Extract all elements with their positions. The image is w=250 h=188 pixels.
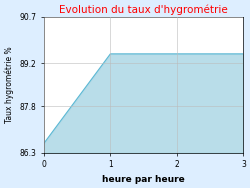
X-axis label: heure par heure: heure par heure xyxy=(102,175,185,184)
Y-axis label: Taux hygrométrie %: Taux hygrométrie % xyxy=(4,46,14,123)
Title: Evolution du taux d'hygrométrie: Evolution du taux d'hygrométrie xyxy=(59,4,228,15)
